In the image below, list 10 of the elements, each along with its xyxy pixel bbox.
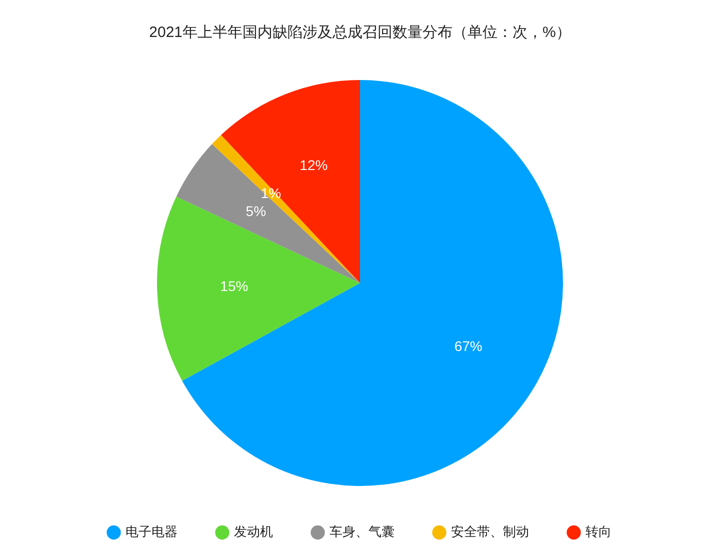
legend-label: 发动机 [234, 524, 273, 540]
data-label: 67% [454, 338, 482, 354]
legend-label: 安全带、制动 [450, 524, 529, 540]
legend-label: 电子电器 [125, 524, 178, 540]
chart-title: 2021年上半年国内缺陷涉及总成召回数量分布（单位：次，%） [149, 24, 571, 42]
legend-label: 转向 [585, 524, 612, 540]
data-label: 12% [300, 156, 328, 173]
legend-label: 车身、气囊 [329, 524, 394, 540]
data-label: 5% [246, 203, 266, 220]
data-label: 15% [220, 278, 248, 294]
